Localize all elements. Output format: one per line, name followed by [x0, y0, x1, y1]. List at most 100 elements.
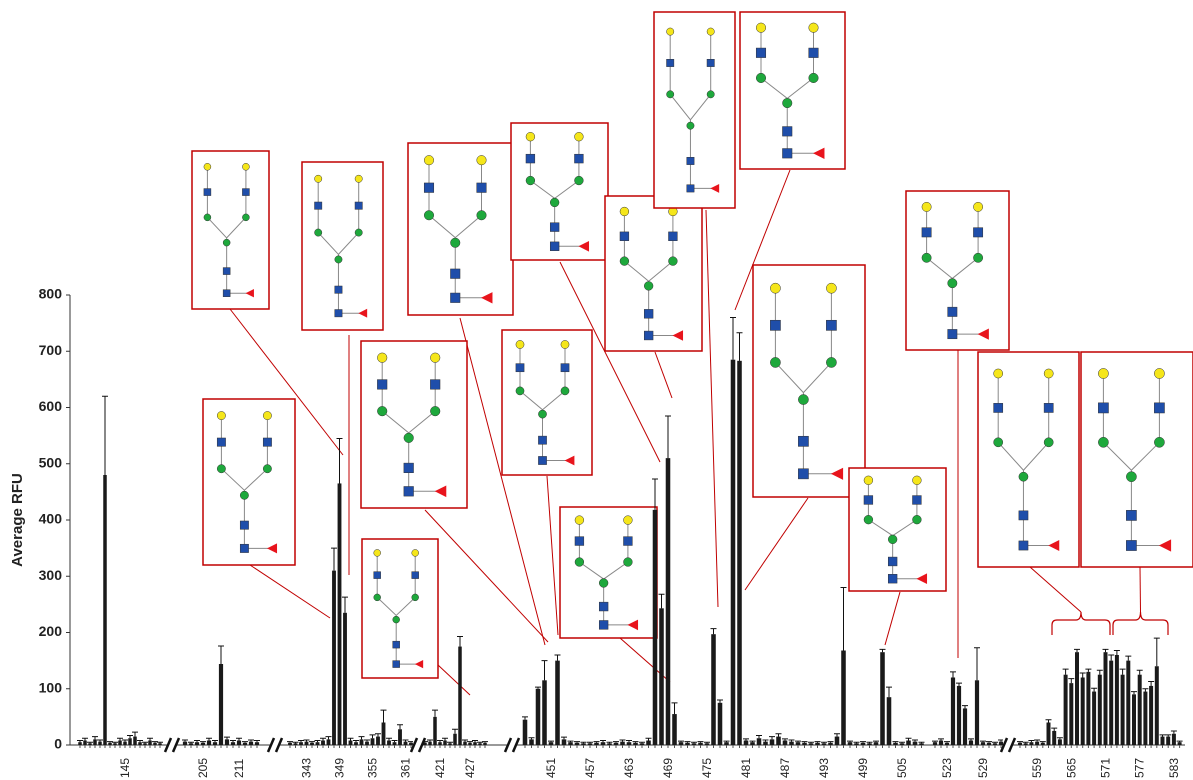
- glycan-square: [334, 285, 343, 294]
- bar: [1092, 691, 1097, 745]
- bar: [685, 742, 690, 745]
- bar: [665, 458, 671, 745]
- bar: [542, 680, 547, 745]
- error-bar: [918, 741, 925, 744]
- inset-box: [905, 190, 1010, 351]
- bar: [529, 739, 534, 745]
- glycan-circle: [993, 368, 1004, 379]
- inset-box: [202, 398, 296, 566]
- glycan-circle: [1018, 471, 1029, 482]
- glycan: [203, 163, 254, 298]
- error-bar: [320, 737, 326, 741]
- x-tick-label: 463: [622, 758, 636, 778]
- glycan-square: [476, 182, 487, 193]
- bar: [652, 509, 658, 745]
- error-bar: [375, 733, 381, 737]
- glycan-square: [403, 486, 414, 497]
- bar: [633, 742, 638, 745]
- error-bar: [137, 740, 143, 743]
- error-bar: [112, 741, 118, 744]
- error-bar: [427, 739, 433, 742]
- bar: [802, 742, 807, 745]
- bar: [841, 650, 846, 745]
- glycan-fucose: [710, 183, 720, 193]
- bar: [1097, 674, 1102, 745]
- inset-box: [739, 11, 846, 170]
- error-bar: [678, 740, 684, 743]
- error-bar: [535, 686, 541, 689]
- bar: [938, 740, 944, 745]
- bar: [153, 742, 157, 745]
- glycan-circle: [912, 515, 922, 525]
- error-bar: [619, 739, 626, 742]
- glycan-square: [1098, 402, 1109, 414]
- glycan: [515, 340, 575, 466]
- error-bar: [743, 738, 749, 741]
- glycan-square: [1043, 403, 1054, 413]
- bar: [548, 742, 554, 745]
- bar: [750, 742, 755, 745]
- axis-break: [163, 737, 181, 753]
- glycan-square: [598, 601, 609, 612]
- glycan-circle: [373, 549, 381, 557]
- bar: [568, 742, 573, 745]
- error-bar: [704, 741, 710, 744]
- bar: [443, 740, 447, 745]
- error-bar: [528, 737, 535, 740]
- error-bar: [691, 741, 697, 744]
- bar: [118, 740, 122, 745]
- bar: [182, 741, 188, 745]
- bar: [236, 740, 242, 745]
- error-bar: [122, 739, 128, 742]
- error-bar: [697, 741, 704, 743]
- error-bar: [477, 741, 483, 744]
- error-bar: [397, 724, 403, 730]
- error-bar: [801, 741, 808, 743]
- bar: [698, 742, 703, 745]
- x-tick-label: 421: [433, 758, 447, 778]
- glycan-circle: [1098, 436, 1109, 448]
- bar: [600, 742, 606, 745]
- glycan-square: [921, 227, 932, 238]
- axis-break-gap: [507, 737, 517, 753]
- bar: [1080, 677, 1085, 745]
- glycan-circle: [887, 534, 898, 544]
- error-bar: [736, 332, 743, 361]
- error-bar: [437, 740, 443, 743]
- bar: [594, 742, 599, 745]
- bar: [1166, 736, 1171, 745]
- error-bar: [152, 741, 158, 743]
- glycan-square: [450, 268, 461, 279]
- inset-box: [559, 506, 658, 639]
- bar: [108, 742, 112, 745]
- error-bar: [986, 741, 992, 743]
- glycan-square: [403, 462, 414, 473]
- bar: [932, 742, 938, 745]
- glycan-square: [1018, 510, 1029, 521]
- error-bar: [1074, 648, 1080, 653]
- bar: [370, 738, 375, 745]
- glycan-square: [686, 184, 695, 193]
- error-bar: [472, 740, 478, 743]
- bar: [1160, 736, 1165, 745]
- error-bar: [1062, 668, 1069, 675]
- error-bar: [1079, 672, 1086, 678]
- y-axis-label: Average RFU: [9, 473, 26, 567]
- error-bar: [97, 739, 103, 742]
- bar: [242, 742, 248, 745]
- glycan-square: [314, 201, 323, 210]
- glycan-square: [377, 379, 388, 390]
- bar: [561, 739, 567, 745]
- error-bar: [1131, 691, 1137, 695]
- glycan-square: [887, 574, 898, 584]
- bar: [737, 360, 742, 745]
- x-tick-label: 355: [366, 758, 380, 778]
- bar: [724, 742, 729, 745]
- glycan-circle: [921, 201, 932, 212]
- error-bar: [847, 740, 853, 743]
- glycan-square: [560, 363, 570, 373]
- glycan-circle: [770, 357, 781, 368]
- bar: [944, 742, 950, 745]
- glycan-circle: [354, 174, 363, 183]
- error-bar: [1085, 668, 1092, 672]
